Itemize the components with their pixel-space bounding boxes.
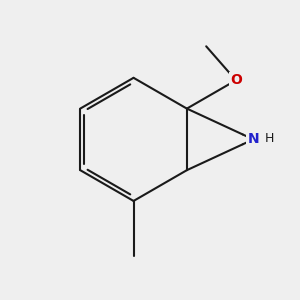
Text: O: O <box>230 73 242 87</box>
Text: H: H <box>265 132 274 145</box>
Text: N: N <box>248 132 259 146</box>
